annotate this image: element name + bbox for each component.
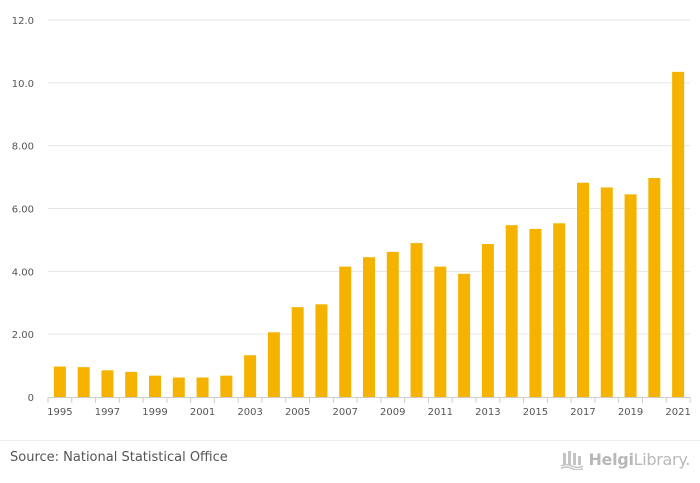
y-axis-tick-labels: 0 2.00 4.00 6.00 8.00 10.0 12.0 <box>12 16 34 404</box>
bar-2005[interactable] <box>291 307 304 397</box>
y-tick-label: 6.00 <box>12 205 34 216</box>
bar-2014[interactable] <box>505 225 518 397</box>
brand-name-bold: Helgi <box>588 449 634 469</box>
bars <box>53 71 685 397</box>
bar-2006[interactable] <box>315 304 328 397</box>
x-tick-label: 2009 <box>380 407 405 418</box>
bar-2001[interactable] <box>196 377 209 397</box>
x-tick-label: 2013 <box>475 407 500 418</box>
bar-2016[interactable] <box>553 223 566 397</box>
bar-2015[interactable] <box>529 228 542 397</box>
bar-2019[interactable] <box>624 194 637 397</box>
bar-2002[interactable] <box>220 375 233 397</box>
x-tick-label: 1999 <box>142 407 167 418</box>
bar-1997[interactable] <box>101 370 114 397</box>
footer-divider <box>0 440 700 441</box>
bar-2013[interactable] <box>481 244 494 397</box>
x-axis-tick-labels: 1995 1997 1999 2001 2003 2005 2007 2009 2011 2013… <box>47 407 691 418</box>
y-tick-label: 2.00 <box>12 330 34 341</box>
x-tick-label: 2001 <box>190 407 215 418</box>
x-tick-label: 2017 <box>570 407 595 418</box>
bar-2009[interactable] <box>386 251 399 397</box>
brand-name-regular: Library. <box>633 449 691 469</box>
bar-chart: 0 2.00 4.00 6.00 8.00 10.0 12.0 1995 1997 1999 20… <box>12 16 691 418</box>
x-tick-label: 1995 <box>47 407 72 418</box>
bar-1996[interactable] <box>77 367 90 397</box>
bar-2000[interactable] <box>172 377 185 397</box>
bar-2004[interactable] <box>267 332 280 397</box>
source-note: Source: National Statistical Office <box>10 450 228 465</box>
bar-2018[interactable] <box>600 187 613 397</box>
x-tick-label: 2015 <box>523 407 548 418</box>
bar-2008[interactable] <box>363 257 375 397</box>
bar-2011[interactable] <box>434 266 447 397</box>
x-tick-label: 2003 <box>237 407 262 418</box>
x-axis <box>47 397 691 403</box>
x-tick-label: 1997 <box>95 407 120 418</box>
bar-1998[interactable] <box>125 371 138 397</box>
bar-1999[interactable] <box>149 375 161 397</box>
y-tick-label: 8.00 <box>12 142 34 153</box>
bar-2003[interactable] <box>244 355 257 397</box>
y-tick-label: 4.00 <box>12 267 34 278</box>
brand-name: HelgiLibrary. <box>588 450 690 469</box>
bar-2012[interactable] <box>458 273 471 397</box>
brand-logo-link[interactable]: HelgiLibrary. <box>560 446 690 472</box>
x-tick-label: 2021 <box>665 407 690 418</box>
bar-1995[interactable] <box>53 366 66 397</box>
bar-2010[interactable] <box>410 243 423 397</box>
bar-2021[interactable] <box>672 71 685 397</box>
bar-2017[interactable] <box>577 182 589 397</box>
bar-2007[interactable] <box>339 266 352 397</box>
helgi-library-logo-icon <box>561 451 584 470</box>
chart-area: 0 2.00 4.00 6.00 8.00 10.0 12.0 1995 1997 1999 20… <box>12 16 691 418</box>
bar-2020[interactable] <box>648 178 661 397</box>
y-tick-label: 0 <box>28 393 34 404</box>
x-tick-label: 2007 <box>332 407 357 418</box>
x-tick-label: 2005 <box>285 407 310 418</box>
x-tick-label: 2011 <box>428 407 453 418</box>
x-tick-label: 2019 <box>618 407 643 418</box>
y-tick-label: 10.0 <box>12 79 34 90</box>
y-tick-label: 12.0 <box>12 16 34 27</box>
